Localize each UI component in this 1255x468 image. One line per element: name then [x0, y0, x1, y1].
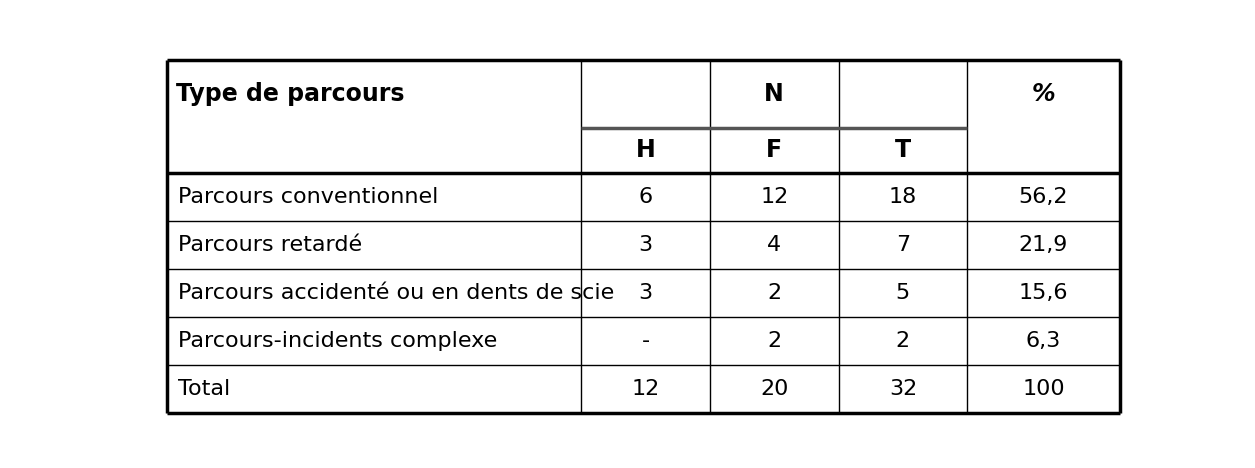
Text: 2: 2: [896, 331, 910, 351]
Text: Parcours-incidents complexe: Parcours-incidents complexe: [178, 331, 497, 351]
Text: 5: 5: [896, 283, 910, 303]
Text: Total: Total: [178, 379, 231, 399]
Text: 2: 2: [767, 331, 782, 351]
Text: H: H: [636, 139, 655, 162]
Text: N: N: [764, 82, 784, 106]
Text: 2: 2: [767, 283, 782, 303]
Text: 3: 3: [639, 235, 653, 255]
Text: 7: 7: [896, 235, 910, 255]
Text: 12: 12: [631, 379, 660, 399]
Text: 3: 3: [639, 283, 653, 303]
Text: 100: 100: [1023, 379, 1064, 399]
Text: F: F: [767, 139, 782, 162]
Text: %: %: [1032, 82, 1055, 106]
Text: 18: 18: [889, 187, 917, 207]
Text: 56,2: 56,2: [1019, 187, 1068, 207]
Text: Parcours retardé: Parcours retardé: [178, 235, 363, 255]
Text: T: T: [895, 139, 911, 162]
Text: 12: 12: [761, 187, 788, 207]
Text: 15,6: 15,6: [1019, 283, 1068, 303]
Text: Parcours conventionnel: Parcours conventionnel: [178, 187, 439, 207]
Text: 32: 32: [889, 379, 917, 399]
Text: 4: 4: [767, 235, 782, 255]
Text: 20: 20: [761, 379, 788, 399]
Text: 21,9: 21,9: [1019, 235, 1068, 255]
Text: 6,3: 6,3: [1025, 331, 1062, 351]
Text: Parcours accidenté ou en dents de scie: Parcours accidenté ou en dents de scie: [178, 283, 615, 303]
Text: Type de parcours: Type de parcours: [176, 82, 405, 106]
Text: 6: 6: [639, 187, 653, 207]
Text: -: -: [641, 331, 650, 351]
